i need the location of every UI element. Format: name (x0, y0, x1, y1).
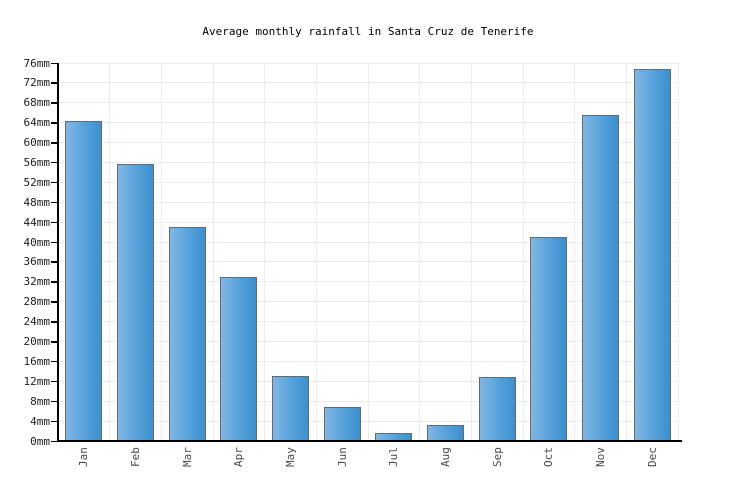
x-category-label: Jun (335, 447, 349, 467)
v-gridline (315, 63, 317, 440)
rainfall-bar (582, 115, 619, 440)
y-tick-label: 28mm (23, 295, 51, 309)
y-axis-tick (51, 261, 57, 263)
y-axis-tick (51, 321, 57, 323)
x-axis-line (56, 440, 682, 442)
v-gridline (677, 63, 679, 440)
y-tick-label: 8mm (30, 394, 50, 408)
v-gridline (470, 63, 472, 440)
y-axis-tick (51, 301, 57, 303)
y-axis-tick (51, 420, 57, 423)
v-gridline (419, 63, 421, 440)
x-category-label: Oct (542, 447, 556, 467)
v-gridline (367, 63, 369, 440)
x-category-label: Mar (180, 447, 194, 467)
y-tick-label: 72mm (23, 76, 51, 90)
rainfall-bar (65, 121, 103, 440)
y-tick-label: 60mm (23, 136, 51, 150)
y-axis-tick (51, 400, 57, 403)
y-tick-label: 40mm (23, 235, 51, 249)
x-category-label: Feb (129, 447, 142, 467)
rainfall-bar (323, 407, 361, 440)
y-axis-tick (51, 440, 57, 442)
y-tick-label: 32mm (23, 275, 51, 289)
y-tick-label: 12mm (23, 374, 51, 388)
y-axis-tick (51, 201, 57, 204)
x-category-label: Aug (439, 447, 452, 467)
y-axis-tick (51, 142, 57, 144)
y-axis-tick (51, 241, 57, 244)
rainfall-bar (272, 376, 309, 440)
y-tick-label: 0mm (30, 434, 50, 448)
v-gridline (212, 63, 214, 440)
chart-title: Average monthly rainfall in Santa Cruz d… (202, 25, 534, 38)
y-axis-tick (51, 360, 57, 363)
x-category-label: Jan (77, 447, 91, 467)
y-tick-label: 52mm (23, 175, 51, 189)
y-axis-tick (51, 341, 57, 343)
rainfall-bar (168, 227, 206, 440)
v-gridline (522, 63, 524, 440)
y-tick-label: 20mm (23, 335, 51, 349)
y-tick-label: 36mm (23, 255, 51, 269)
x-category-label: Jul (387, 447, 401, 467)
y-axis-tick (51, 161, 57, 164)
y-axis-tick (51, 221, 57, 224)
y-tick-label: 4mm (30, 414, 50, 428)
y-axis-tick (51, 181, 57, 184)
y-tick-label: 48mm (23, 195, 51, 209)
v-gridline (109, 63, 111, 440)
rainfall-bar (220, 277, 258, 440)
rainfall-bar (117, 164, 154, 440)
y-axis-tick (51, 102, 57, 104)
y-tick-label: 56mm (23, 155, 51, 169)
v-gridline (625, 63, 627, 440)
x-category-label: Sep (490, 447, 504, 467)
y-axis-tick (51, 82, 57, 84)
y-tick-label: 16mm (23, 354, 51, 368)
y-tick-label: 64mm (23, 116, 51, 130)
rainfall-bar (530, 237, 568, 440)
x-category-label: May (284, 447, 297, 467)
y-axis-line (56, 63, 59, 442)
x-category-label: Dec (645, 447, 659, 467)
y-axis-tick (51, 122, 57, 124)
v-gridline (264, 63, 266, 440)
rainfall-bar (375, 433, 413, 440)
y-tick-label: 24mm (23, 315, 51, 329)
x-category-label: Nov (594, 447, 607, 467)
v-gridline (160, 63, 162, 440)
y-axis-tick (51, 281, 57, 283)
y-axis-tick (51, 62, 57, 64)
rainfall-bar (427, 425, 464, 440)
y-tick-label: 44mm (23, 215, 51, 229)
y-tick-label: 68mm (23, 96, 51, 110)
y-axis-tick (51, 380, 57, 383)
rainfall-bar (478, 377, 516, 440)
v-gridline (574, 63, 576, 440)
x-category-label: Apr (232, 447, 246, 467)
rainfall-bar (633, 69, 671, 440)
y-tick-label: 76mm (23, 56, 51, 70)
